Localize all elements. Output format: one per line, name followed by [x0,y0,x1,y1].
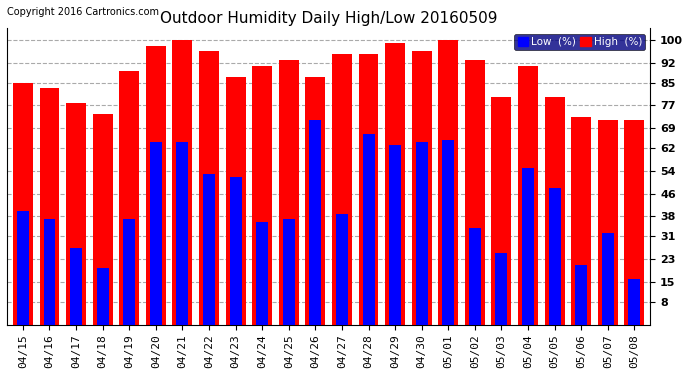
Bar [66,102,86,325]
Bar [415,142,428,325]
Bar [203,174,215,325]
Bar [146,46,166,325]
Bar [43,219,55,325]
Bar [389,145,401,325]
Bar [70,248,82,325]
Bar [150,142,162,325]
Bar [598,120,618,325]
Bar [336,213,348,325]
Bar [119,71,139,325]
Bar [172,40,193,325]
Bar [92,114,112,325]
Bar [362,134,375,325]
Title: Outdoor Humidity Daily High/Low 20160509: Outdoor Humidity Daily High/Low 20160509 [160,11,497,26]
Bar [469,228,481,325]
Bar [412,51,432,325]
Bar [602,234,614,325]
Bar [199,51,219,325]
Bar [279,60,299,325]
Bar [629,279,640,325]
Bar [549,188,560,325]
Bar [283,219,295,325]
Bar [39,88,59,325]
Bar [332,54,352,325]
Bar [518,66,538,325]
Bar [230,177,241,325]
Bar [13,82,33,325]
Bar [256,222,268,325]
Bar [442,140,454,325]
Legend: Low  (%), High  (%): Low (%), High (%) [514,34,645,50]
Bar [544,97,564,325]
Bar [17,211,29,325]
Bar [571,117,591,325]
Bar [385,43,405,325]
Bar [253,66,272,325]
Bar [624,120,644,325]
Bar [97,268,108,325]
Bar [522,168,534,325]
Bar [359,54,379,325]
Bar [575,265,587,325]
Bar [495,254,507,325]
Bar [226,77,246,325]
Bar [438,40,458,325]
Bar [465,60,485,325]
Bar [306,77,325,325]
Bar [491,97,511,325]
Bar [124,219,135,325]
Bar [177,142,188,325]
Bar [309,120,322,325]
Text: Copyright 2016 Cartronics.com: Copyright 2016 Cartronics.com [7,7,159,16]
